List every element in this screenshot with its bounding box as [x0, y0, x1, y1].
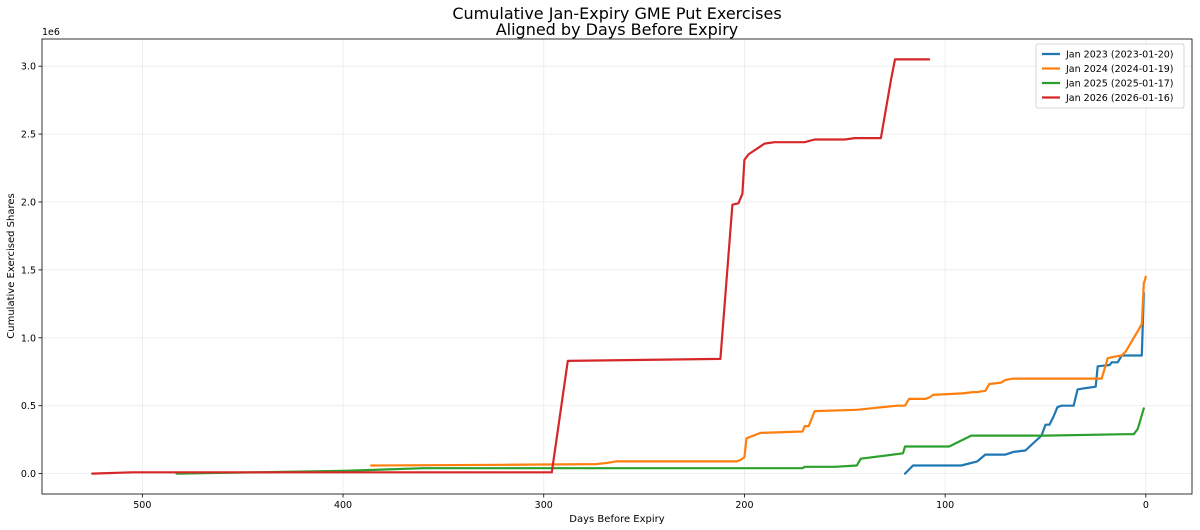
x-axis-label: Days Before Expiry [569, 514, 664, 525]
series-line-0 [903, 291, 1145, 475]
x-tick-label: 400 [334, 500, 352, 511]
y-tick-label: 3.0 [21, 62, 36, 73]
x-tick-label: 100 [936, 500, 954, 511]
chart-subtitle: Aligned by Days Before Expiry [496, 20, 739, 39]
x-tick-label: 300 [535, 500, 553, 511]
x-tick-label: 200 [735, 500, 753, 511]
y-tick-label: 2.5 [21, 130, 36, 141]
legend-box [1035, 43, 1185, 109]
y-axis: 0.0 0.5 1.0 1.5 2.0 2.5 3.0 [21, 62, 42, 480]
series-group [91, 58, 1147, 475]
y-tick-label: 1.5 [21, 265, 36, 276]
y-tick-label: 1.0 [21, 333, 36, 344]
legend-label: Jan 2024 (2024-01-19) [1065, 64, 1173, 75]
y-offset-text: 1e6 [42, 27, 60, 38]
y-tick-label: 2.0 [21, 197, 36, 208]
y-tick-label: 0.0 [21, 469, 36, 480]
x-tick-label: 500 [133, 500, 151, 511]
legend-label: Jan 2023 (2023-01-20) [1065, 50, 1173, 61]
grid [42, 39, 1192, 494]
x-tick-label: 0 [1143, 500, 1149, 511]
series-line-1 [370, 275, 1147, 467]
chart-title: Cumulative Jan-Expiry GME Put Exercises [452, 4, 781, 23]
legend-label: Jan 2025 (2025-01-17) [1065, 79, 1173, 90]
legend: Jan 2023 (2023-01-20) Jan 2024 (2024-01-1… [1035, 43, 1185, 109]
y-axis-label: Cumulative Exercised Shares [6, 193, 17, 338]
series-line-2 [175, 407, 1145, 475]
plot-frame [41, 38, 1193, 495]
legend-label: Jan 2026 (2026-01-16) [1065, 93, 1173, 104]
x-axis: 500 400 300 200 100 0 [133, 494, 1149, 511]
y-tick-label: 0.5 [21, 401, 36, 412]
series-line-3 [91, 58, 931, 475]
